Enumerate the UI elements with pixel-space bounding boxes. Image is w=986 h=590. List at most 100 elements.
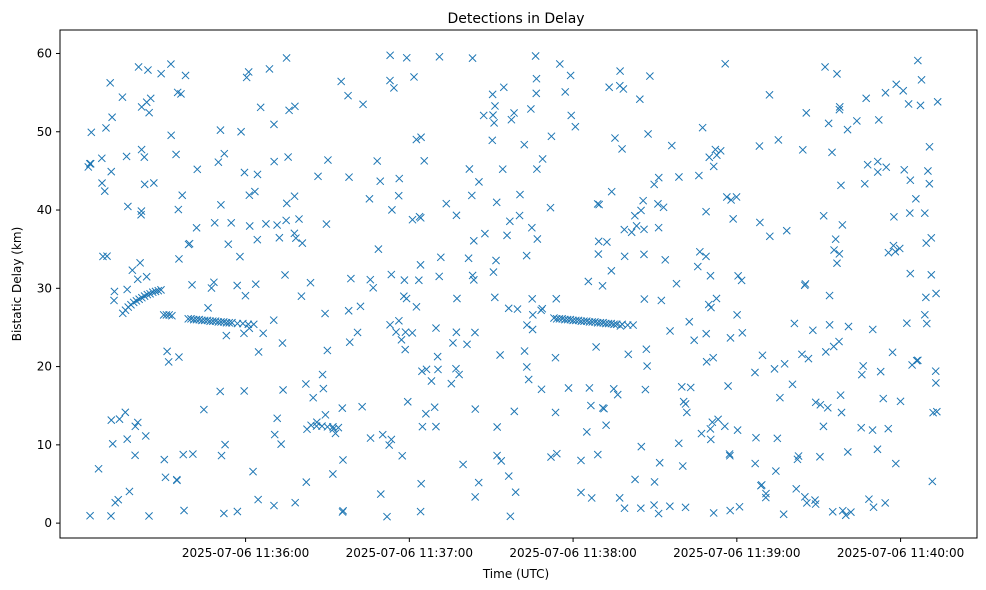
data-point [635,95,644,104]
data-point [697,429,706,438]
data-point [708,418,717,427]
data-point [761,493,770,502]
data-point [270,501,278,510]
data-point [929,408,938,417]
data-point [726,333,735,342]
chart-title: Detections in Delay [447,11,584,27]
data-point [463,340,471,349]
data-point [282,216,291,225]
data-point [773,434,782,443]
data-point [640,295,649,303]
data-point [250,187,259,196]
data-point [489,111,497,120]
data-point [513,305,522,314]
data-point [167,131,176,140]
data-point [506,512,515,521]
data-point [917,75,926,84]
data-point [121,408,130,417]
data-point [165,310,174,319]
data-point [374,245,383,254]
data-point [497,456,506,465]
data-point [709,509,718,517]
data-point [825,291,834,300]
data-point [505,217,514,226]
data-point [84,163,93,171]
data-point [765,90,774,99]
data-point [503,231,511,240]
data-point [106,78,115,87]
data-point [899,86,908,95]
data-point [843,447,852,456]
data-point [180,506,188,515]
data-point [571,122,580,131]
data-point [134,63,143,71]
data-point [217,451,226,460]
data-point [474,478,483,487]
data-point [650,180,659,189]
data-point [499,83,508,92]
data-point [694,171,703,180]
x-tick-label: 2025-07-06 11:36:00 [182,546,309,560]
data-points [84,51,942,521]
data-point [115,415,124,424]
data-point [672,279,681,288]
data-point [273,221,282,229]
data-point [174,254,183,263]
data-point [435,52,444,61]
data-point [392,328,401,336]
data-point [798,145,807,154]
data-point [933,97,942,106]
data-point [383,512,391,521]
data-point [140,180,149,189]
data-point [488,136,497,145]
data-point [433,352,442,361]
data-point [916,101,925,110]
data-point [828,148,836,157]
data-point [904,100,913,108]
data-point [402,53,411,62]
data-point [376,490,385,499]
data-point [269,316,278,325]
data-point [884,248,893,257]
data-point [442,199,451,208]
data-point [677,382,686,391]
data-point [459,460,468,469]
data-point [394,191,403,200]
data-point [465,165,474,173]
data-point [755,142,764,150]
data-point [235,252,244,261]
data-point [496,351,505,359]
data-point [641,385,650,394]
data-point [611,134,619,142]
data-point [725,451,734,460]
data-point [353,328,362,337]
data-point [455,370,464,379]
data-point [259,329,268,338]
data-point [585,383,594,392]
data-point [224,240,233,249]
data-point [448,338,457,347]
data-point [284,153,293,161]
data-point [137,145,146,154]
data-point [774,135,783,144]
data-point [387,205,396,214]
data-point [118,93,127,102]
data-point [602,238,611,246]
data-point [527,223,536,232]
y-tick-label: 40 [37,203,52,217]
data-point [564,384,573,392]
data-point [892,80,901,89]
data-point [913,356,922,365]
data-point [298,239,307,248]
data-point [166,60,175,69]
data-point [245,222,254,230]
data-point [321,309,330,318]
data-point [241,291,250,300]
data-point [765,232,774,241]
data-point [654,509,663,518]
data-point [587,494,596,502]
data-point [256,103,265,112]
data-point [835,102,844,111]
data-point [642,345,651,354]
data-point [358,402,367,411]
